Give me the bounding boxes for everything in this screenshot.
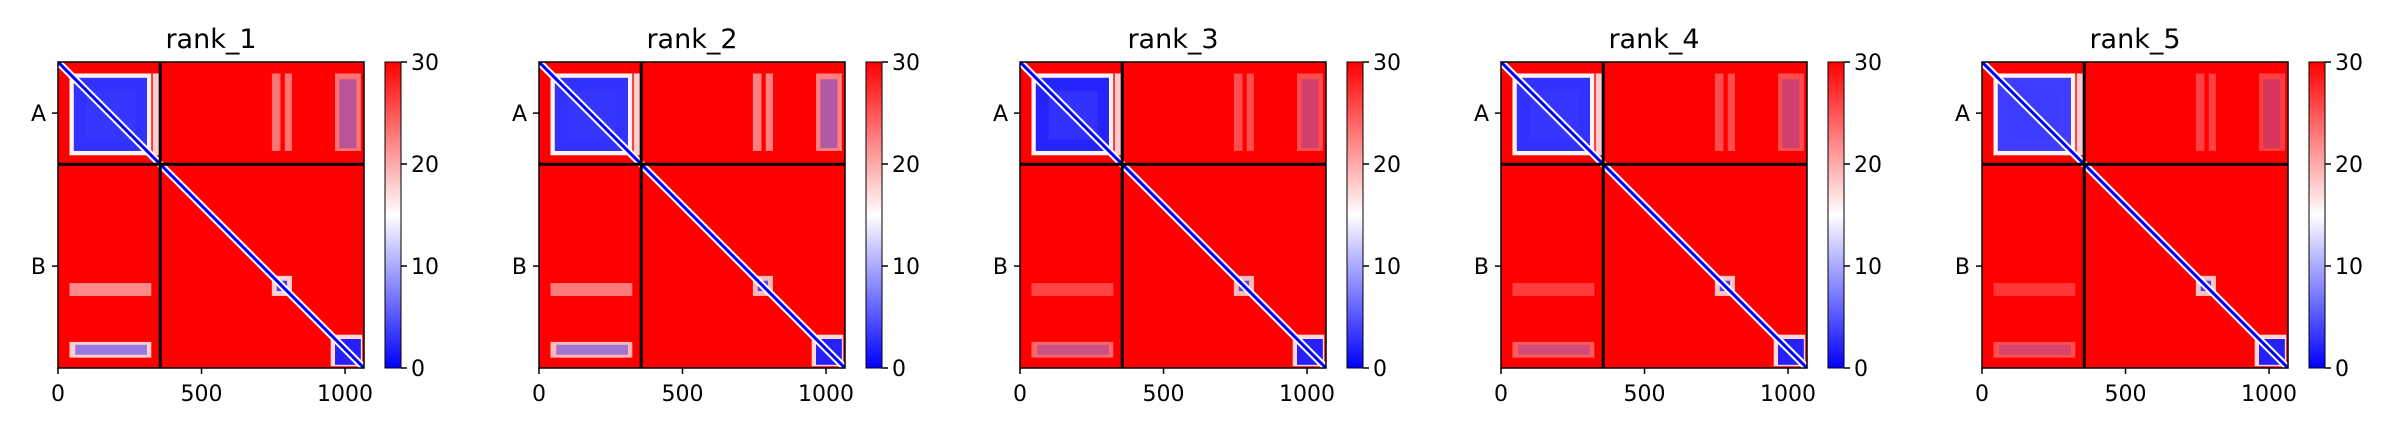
panel-title: rank_4 [1608, 24, 1699, 55]
heatmap [539, 62, 845, 368]
chain-a-vs-b-stripes [2195, 73, 2285, 151]
y-tick-label: A [31, 102, 46, 127]
colorbar-tick-label: 20 [411, 153, 439, 178]
x-tick-label: 0 [1013, 382, 1027, 407]
x-tick-label: 500 [662, 382, 704, 407]
axes-frame [1500, 61, 1808, 369]
x-tick-label: 1000 [798, 382, 854, 407]
panel-title: rank_2 [646, 24, 737, 55]
colorbar-tick-label: 0 [1373, 357, 1387, 382]
chain-b-vs-a-stripes [550, 283, 633, 358]
colorbar-tick-label: 0 [411, 357, 425, 382]
axes-frame [538, 61, 846, 369]
panel-title: rank_3 [1127, 24, 1218, 55]
colorbar: 0 10 20 30 [1346, 51, 1401, 382]
colorbar-tick-label: 10 [1854, 255, 1882, 280]
colorbar-tick-label: 30 [892, 51, 920, 76]
chain-a-vs-b-stripes [752, 73, 842, 151]
x-tick-label: 500 [1143, 382, 1185, 407]
chain-b-vs-a-stripes [69, 283, 152, 358]
y-tick-label: A [512, 102, 527, 127]
colorbar-tick-label: 30 [2335, 51, 2363, 76]
x-tick-label: 1000 [2241, 382, 2297, 407]
colorbar-tick-label: 30 [1854, 51, 1882, 76]
chain-b-vs-a-stripes [1031, 283, 1114, 358]
colorbar-tick-label: 10 [892, 255, 920, 280]
colorbar: 0 10 20 30 [384, 51, 439, 382]
x-tick-label: 0 [51, 382, 65, 407]
diagonal-line [1982, 62, 2288, 368]
y-tick-label: B [1474, 255, 1489, 280]
y-tick-label: A [1955, 102, 1970, 127]
x-tick-label: 0 [1975, 382, 1989, 407]
y-tick-label: B [1955, 255, 1970, 280]
heatmap [58, 62, 364, 368]
diagonal-line [539, 62, 845, 368]
colorbar-tick-label: 0 [892, 357, 906, 382]
colorbar-tick-label: 0 [1854, 357, 1868, 382]
diagonal-line [1020, 62, 1326, 368]
colorbar-tick-label: 30 [1373, 51, 1401, 76]
chain-a-vs-b-stripes [1233, 73, 1323, 151]
panel-title: rank_1 [165, 24, 256, 55]
y-tick-label: B [31, 255, 46, 280]
colorbar-tick-label: 10 [2335, 255, 2363, 280]
colorbar-tick-label: 10 [1373, 255, 1401, 280]
x-tick-label: 1000 [1279, 382, 1335, 407]
x-tick-label: 0 [1494, 382, 1508, 407]
heatmap [1982, 62, 2288, 368]
colorbar-gradient [865, 61, 883, 369]
y-tick-label: A [1474, 102, 1489, 127]
x-tick-label: 1000 [317, 382, 373, 407]
chain-b-vs-a-stripes [1993, 283, 2076, 358]
panel-5: rank_5 0 500 1000 A B 0 10 20 30 [1955, 24, 2363, 407]
x-tick-label: 0 [532, 382, 546, 407]
heatmap [1501, 62, 1807, 368]
y-tick-label: B [512, 255, 527, 280]
axes-frame [1019, 61, 1327, 369]
diagonal-line [58, 62, 364, 368]
chain-a-vs-b-stripes [271, 73, 361, 151]
x-tick-label: 500 [2105, 382, 2147, 407]
x-tick-label: 1000 [1760, 382, 1816, 407]
colorbar-tick-label: 20 [892, 153, 920, 178]
x-tick-label: 500 [1624, 382, 1666, 407]
axes-frame [1981, 61, 2289, 369]
colorbar-gradient [384, 61, 402, 369]
panel-1: rank_1 0 500 1000 A B 0 10 20 30 [31, 24, 439, 407]
diagonal-line [1501, 62, 1807, 368]
colorbar: 0 10 20 30 [865, 51, 920, 382]
colorbar-tick-label: 0 [2335, 357, 2349, 382]
colorbar: 0 10 20 30 [2308, 51, 2363, 382]
colorbar-tick-label: 20 [1854, 153, 1882, 178]
colorbar-gradient [1827, 61, 1845, 369]
panel-2: rank_2 0 500 1000 A B 0 10 20 30 [512, 24, 920, 407]
y-tick-label: B [993, 255, 1008, 280]
colorbar-tick-label: 20 [2335, 153, 2363, 178]
x-tick-label: 500 [181, 382, 223, 407]
colorbar-tick-label: 10 [411, 255, 439, 280]
heatmap [1020, 62, 1326, 368]
colorbar-gradient [1346, 61, 1364, 369]
colorbar-gradient [2308, 61, 2326, 369]
colorbar-tick-label: 20 [1373, 153, 1401, 178]
colorbar-tick-label: 30 [411, 51, 439, 76]
axes-frame [57, 61, 365, 369]
chain-a-vs-b-stripes [1714, 73, 1804, 151]
panel-title: rank_5 [2089, 24, 2180, 55]
chain-b-vs-a-stripes [1512, 283, 1595, 358]
panel-4: rank_4 0 500 1000 A B 0 10 20 30 [1474, 24, 1882, 407]
colorbar: 0 10 20 30 [1827, 51, 1882, 382]
y-tick-label: A [993, 102, 1008, 127]
panel-3: rank_3 0 500 1000 A B 0 10 20 30 [993, 24, 1401, 407]
